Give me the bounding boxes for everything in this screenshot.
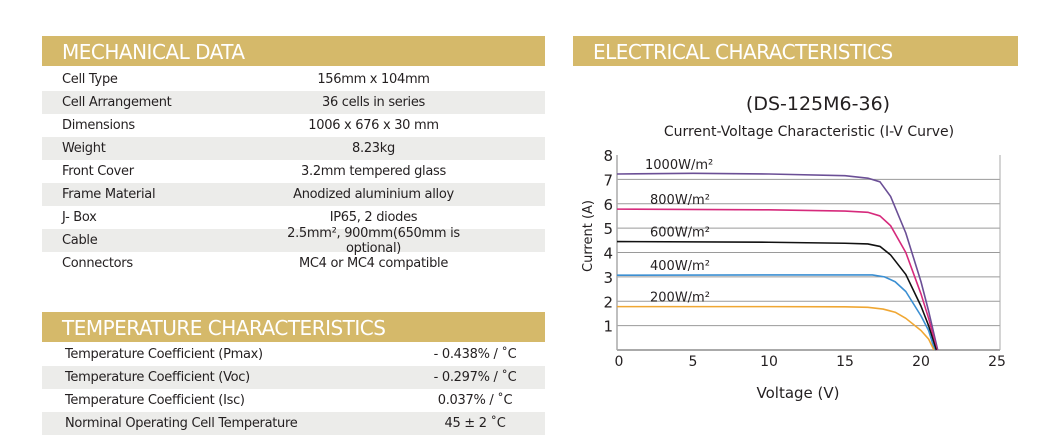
y-tick-label: 2	[603, 293, 613, 311]
y-tick-label: 8	[603, 147, 613, 165]
y-tick-label: 7	[603, 171, 613, 189]
series-line-600w	[616, 240, 937, 351]
series-label: 800W/m²	[650, 193, 710, 208]
row-value: 36 cells in series	[321, 95, 426, 110]
row-value: 45 ± 2 ˚C	[444, 416, 506, 431]
series-label: 400W/m²	[650, 259, 710, 274]
row-value: - 0.297% / ˚C	[433, 370, 517, 385]
temperature-header: TEMPERATURE CHARACTERISTICS	[42, 312, 545, 342]
x-tick-label: 0	[615, 354, 624, 370]
x-tick-label: 25	[988, 354, 1006, 370]
row-value: - 0.438% / ˚C	[433, 347, 517, 362]
series-line-1000w	[616, 172, 939, 351]
series-label: 200W/m²	[650, 291, 710, 306]
x-tick-label: 15	[836, 354, 854, 370]
table-row: J- Box IP65, 2 diodes	[42, 206, 545, 229]
row-label: Temperature Coefficient (Isc)	[65, 393, 245, 408]
y-tick-label: 4	[603, 245, 613, 263]
row-value: Anodized aluminium alloy	[293, 187, 454, 202]
row-label: J- Box	[62, 210, 97, 225]
y-tick-label: 6	[603, 196, 613, 214]
row-value: 2.5mm², 900mm(650mm is optional)	[287, 225, 460, 256]
row-label: Cell Type	[62, 72, 118, 87]
table-row: Cable 2.5mm², 900mm(650mm is optional)	[42, 226, 545, 256]
table-row: Weight 8.23kg	[42, 137, 545, 160]
row-value: 0.037% / ˚C	[437, 393, 513, 408]
y-tick-label: 1	[603, 318, 613, 336]
table-row: Temperature Coefficient (Isc) 0.037% / ˚C	[42, 389, 545, 412]
series-label: 1000W/m²	[645, 158, 713, 173]
table-row: Dimensions 1006 x 676 x 30 mm	[42, 114, 545, 137]
table-row: Norminal Operating Cell Temperature 45 ± …	[42, 412, 545, 435]
x-tick-label: 5	[689, 354, 698, 370]
row-label: Dimensions	[62, 118, 135, 133]
row-label: Norminal Operating Cell Temperature	[65, 416, 298, 431]
table-row: Frame Material Anodized aluminium alloy	[42, 183, 545, 206]
row-value: IP65, 2 diodes	[329, 210, 418, 225]
series-line-200w	[617, 305, 935, 351]
chart-subtitle: Current-Voltage Characteristic (I-V Curv…	[664, 124, 954, 140]
table-row: Cell Arrangement 36 cells in series	[42, 91, 545, 114]
table-row: Temperature Coefficient (Pmax) - 0.438% /…	[42, 343, 545, 366]
series-label: 600W/m²	[650, 226, 710, 241]
x-tick-label: 20	[912, 354, 930, 370]
row-value: MC4 or MC4 compatible	[298, 256, 449, 271]
row-value: 156mm x 104mm	[317, 72, 430, 87]
row-value: 1006 x 676 x 30 mm	[308, 118, 439, 133]
electrical-header: ELECTRICAL CHARACTERISTICS	[573, 36, 1018, 66]
row-label: Connectors	[62, 256, 133, 271]
table-row: Front Cover 3.2mm tempered glass	[42, 160, 545, 183]
row-label: Weight	[62, 141, 106, 156]
x-tick-label: 10	[760, 354, 778, 370]
temperature-table: Temperature Coefficient (Pmax) - 0.438% /…	[42, 343, 545, 435]
y-tick-label: 3	[603, 269, 613, 287]
series-line-400w	[616, 274, 936, 351]
row-label: Front Cover	[62, 164, 134, 179]
row-label: Temperature Coefficient (Voc)	[65, 370, 250, 385]
chart-title: (DS-125M6-36)	[746, 93, 890, 115]
x-axis-label: Voltage (V)	[757, 384, 840, 402]
table-row: Connectors MC4 or MC4 compatible	[42, 252, 545, 275]
row-value: 8.23kg	[352, 141, 395, 156]
row-label: Temperature Coefficient (Pmax)	[65, 347, 263, 362]
table-row: Temperature Coefficient (Voc) - 0.297% / …	[42, 366, 545, 389]
row-value: 3.2mm tempered glass	[301, 164, 446, 179]
row-label: Cable	[62, 233, 98, 248]
table-row: Cell Type 156mm x 104mm	[42, 68, 545, 91]
y-axis-label: Current (A)	[581, 200, 596, 272]
series-line-800w	[616, 208, 938, 351]
row-label: Cell Arrangement	[62, 95, 172, 110]
row-label: Frame Material	[62, 187, 156, 202]
mechanical-data-header: MECHANICAL DATA	[42, 36, 545, 66]
mechanical-data-table: Cell Type 156mm x 104mm Cell Arrangement 36…	[42, 68, 545, 275]
y-tick-label: 5	[603, 220, 613, 238]
